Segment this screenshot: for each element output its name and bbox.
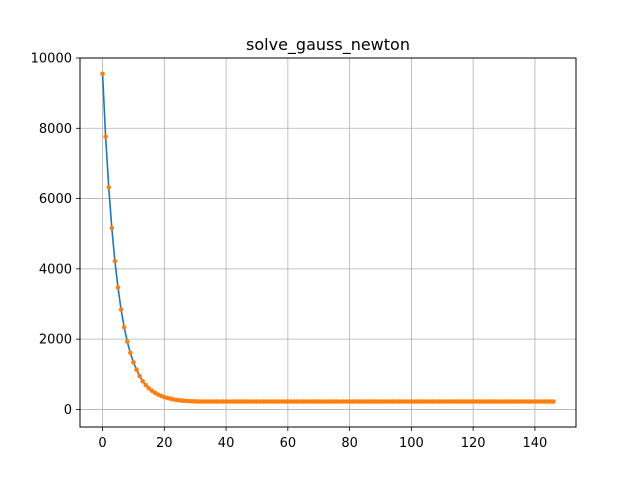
data-point xyxy=(106,185,112,190)
data-point xyxy=(103,134,108,140)
data-point xyxy=(134,367,139,373)
data-point xyxy=(146,386,152,391)
data-point xyxy=(112,258,118,264)
x-tick-label: 20 xyxy=(156,436,173,451)
y-tick-label: 2000 xyxy=(39,333,72,348)
y-tick-label: 4000 xyxy=(39,262,72,277)
data-point xyxy=(109,225,115,231)
x-tick-label: 0 xyxy=(98,436,106,451)
x-tick-label: 140 xyxy=(523,436,548,451)
x-tick-label: 40 xyxy=(218,436,235,451)
data-point xyxy=(124,339,130,344)
x-tick-label: 80 xyxy=(341,436,358,451)
data-point xyxy=(551,399,556,404)
data-point xyxy=(140,379,145,384)
y-tick-label: 0 xyxy=(64,403,72,418)
data-point xyxy=(131,360,136,365)
data-point xyxy=(143,382,149,388)
y-tick-label: 6000 xyxy=(39,192,72,207)
plot-area-frame xyxy=(79,57,577,428)
y-tick-label: 8000 xyxy=(39,122,72,137)
x-tick-label: 120 xyxy=(461,436,486,451)
plot-data xyxy=(100,71,556,404)
data-point xyxy=(115,285,121,290)
x-axis-ticks: 0 20 40 60 80 100 120 140 xyxy=(98,427,547,451)
y-axis-ticks: 0 2000 4000 6000 8000 10000 xyxy=(31,52,80,418)
data-point xyxy=(121,324,127,330)
data-point xyxy=(100,71,105,77)
data-point xyxy=(118,307,124,312)
x-tick-label: 100 xyxy=(399,436,424,451)
chart-title: solve_gauss_newton xyxy=(246,35,410,55)
data-point xyxy=(128,350,133,356)
data-point xyxy=(137,373,142,379)
x-tick-label: 60 xyxy=(280,436,297,451)
y-tick-label: 10000 xyxy=(31,52,72,67)
